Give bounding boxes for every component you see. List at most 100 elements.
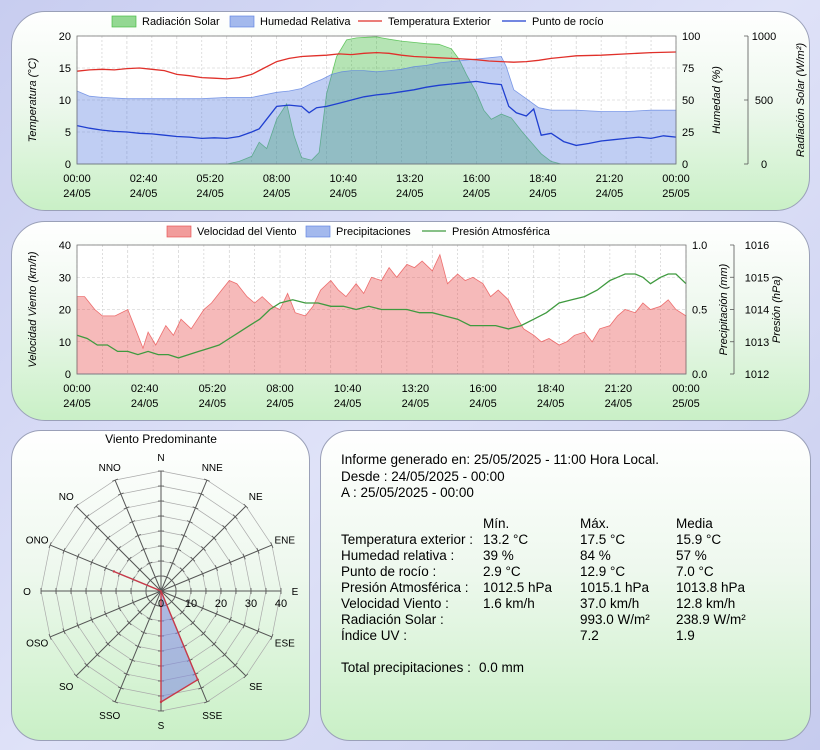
radar-tick xyxy=(242,553,246,560)
radar-tick xyxy=(105,641,111,647)
radar-tick xyxy=(112,478,119,482)
radar-tick xyxy=(147,599,153,605)
report-row-min: 39 % xyxy=(483,548,514,563)
x-tick-label: 24/05 xyxy=(199,398,227,410)
report-row-max: 17.5 °C xyxy=(580,532,626,547)
radar-tick xyxy=(169,561,176,565)
x-tick-label: 24/05 xyxy=(396,188,424,200)
precip-label: Total precipitaciones : xyxy=(341,660,471,675)
legend-label: Precipitaciones xyxy=(336,226,411,238)
legend-label: Temperatura Exterior xyxy=(388,16,491,28)
report-row-avg: 1013.8 hPa xyxy=(676,580,746,595)
radar-tick xyxy=(146,561,153,565)
y-tick-label: 1015 xyxy=(745,272,769,284)
radar-tick xyxy=(105,535,111,541)
direction-label: N xyxy=(157,453,164,464)
series-line xyxy=(76,273,687,359)
radar-tick xyxy=(76,553,80,560)
series-area xyxy=(76,56,677,165)
y-axis-label: Temperatura (°C) xyxy=(27,57,39,142)
x-tick-label: 24/05 xyxy=(63,398,91,410)
radar-tick xyxy=(117,686,124,690)
radar-tick xyxy=(90,559,94,566)
direction-label: O xyxy=(23,587,31,598)
y-axis-label: Velocidad Viento (km/h) xyxy=(27,251,39,368)
legend-swatch xyxy=(229,15,255,28)
x-tick-label: 13:20 xyxy=(396,173,424,185)
x-tick-label: 24/05 xyxy=(537,398,565,410)
radar-tick xyxy=(135,644,141,648)
y-tick-label: 0.0 xyxy=(692,369,707,381)
wind-rose-chart: Viento Predominante N NNE NE ENE E ESE SE SSE S SS… xyxy=(23,432,299,732)
report-row-min: 2.9 °C xyxy=(483,564,521,579)
radar-tick xyxy=(90,616,94,623)
x-tick-label: 00:00 xyxy=(63,383,91,395)
legend-label: Punto de rocío xyxy=(532,16,604,28)
wind-rose-panel: Viento Predominante N NNE NE ENE E ESE SE SSE S SS… xyxy=(11,430,310,741)
y-tick-label: 500 xyxy=(755,95,773,107)
radar-tick xyxy=(137,609,143,615)
radar-tick xyxy=(62,547,66,554)
x-tick-label: 24/05 xyxy=(63,188,91,200)
y-axis-label: Humedad (%) xyxy=(711,66,723,134)
radar-tick xyxy=(203,700,210,704)
x-tick-label: 24/05 xyxy=(196,188,224,200)
direction-label: S xyxy=(158,721,165,732)
radar-tick xyxy=(211,641,217,647)
radar-tick xyxy=(222,652,228,658)
radar-tick xyxy=(243,673,249,679)
y-tick-label: 1012 xyxy=(745,369,769,381)
y-tick-label: 100 xyxy=(682,31,700,43)
x-tick-label: 08:00 xyxy=(266,383,294,395)
report-row-max: 7.2 xyxy=(580,628,599,643)
ring-label: 20 xyxy=(215,598,227,610)
radar-tick xyxy=(190,620,196,626)
report-row-max: 12.9 °C xyxy=(580,564,626,579)
radar-tick xyxy=(73,503,79,509)
plot-frame xyxy=(76,244,687,375)
x-tick-label: 24/05 xyxy=(263,188,291,200)
x-tick-label: 24/05 xyxy=(469,398,497,410)
radar-tick xyxy=(147,577,153,583)
radar-tick xyxy=(173,593,177,600)
y-tick-label: 1014 xyxy=(745,305,769,317)
radar-tick xyxy=(104,611,108,617)
report-row-min: 13.2 °C xyxy=(483,532,529,547)
direction-label: ENE xyxy=(275,536,296,547)
radar-tick xyxy=(140,631,147,635)
radar-tick xyxy=(201,546,206,551)
x-tick-label: 24/05 xyxy=(329,188,357,200)
wind-precipitation-pressure-chart: Velocidad del Viento Precipitaciones Presi… xyxy=(27,225,783,410)
x-tick-label: 02:40 xyxy=(130,173,158,185)
radar-tick xyxy=(203,478,210,482)
radar-tick xyxy=(169,599,175,605)
report-from: Desde : 24/05/2025 - 00:00 xyxy=(341,469,505,484)
y-tick-label: 1016 xyxy=(745,240,769,252)
radar-tick xyxy=(73,673,79,679)
y-tick-label: 5 xyxy=(65,127,71,139)
legend-swatch xyxy=(166,225,192,238)
radar-tick xyxy=(175,547,182,551)
radar-tick xyxy=(192,506,199,510)
radar-tick xyxy=(163,575,170,579)
weather-chart-panel: Radiación Solar Humedad Relativa Temperatu… xyxy=(11,11,810,211)
x-tick-label: 18:40 xyxy=(537,383,565,395)
x-tick-label: 08:00 xyxy=(263,173,291,185)
radar-tick xyxy=(145,593,149,600)
y-tick-label: 0.5 xyxy=(692,305,707,317)
radar-tick xyxy=(104,565,108,571)
y-tick-label: 15 xyxy=(59,63,71,75)
radar-tick xyxy=(140,547,147,551)
legend-label: Velocidad del Viento xyxy=(197,226,297,238)
radar-tick xyxy=(243,503,249,509)
radar-tick xyxy=(123,672,130,676)
radar-tick xyxy=(84,662,90,668)
report-col-avg: Media xyxy=(676,516,713,531)
report-row-max: 1015.1 hPa xyxy=(580,580,650,595)
radar-tick xyxy=(173,582,177,589)
direction-label: NNO xyxy=(99,463,121,474)
radar-series xyxy=(113,570,199,704)
report-row-label: Índice UV : xyxy=(341,628,408,643)
direction-label: SE xyxy=(249,682,263,693)
y-tick-label: 25 xyxy=(682,127,694,139)
